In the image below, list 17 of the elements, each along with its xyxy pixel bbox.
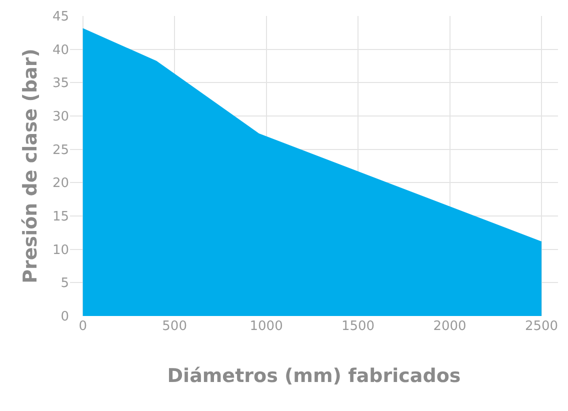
y-tick-label: 5: [60, 276, 69, 292]
x-tick-label: 2500: [524, 319, 558, 334]
x-tick-label: 1000: [250, 319, 283, 334]
y-axis-title: Presión de clase (bar): [19, 48, 42, 284]
y-tick-label: 10: [52, 242, 69, 258]
y-tick-label: 40: [52, 42, 69, 58]
x-axis-title: Diámetros (mm) fabricados: [167, 364, 461, 387]
y-tick-label: 45: [52, 10, 69, 25]
x-tick-label: 1500: [341, 319, 375, 334]
x-tick-label: 500: [162, 319, 187, 334]
y-tick-label: 30: [52, 110, 69, 125]
y-tick-label: 25: [52, 142, 69, 158]
x-tick-label: 0: [78, 319, 87, 334]
y-tick-label: 15: [52, 210, 69, 225]
y-tick-label: 35: [52, 76, 69, 92]
y-tick-label: 20: [52, 176, 69, 192]
x-tick-label: 2000: [433, 319, 466, 334]
